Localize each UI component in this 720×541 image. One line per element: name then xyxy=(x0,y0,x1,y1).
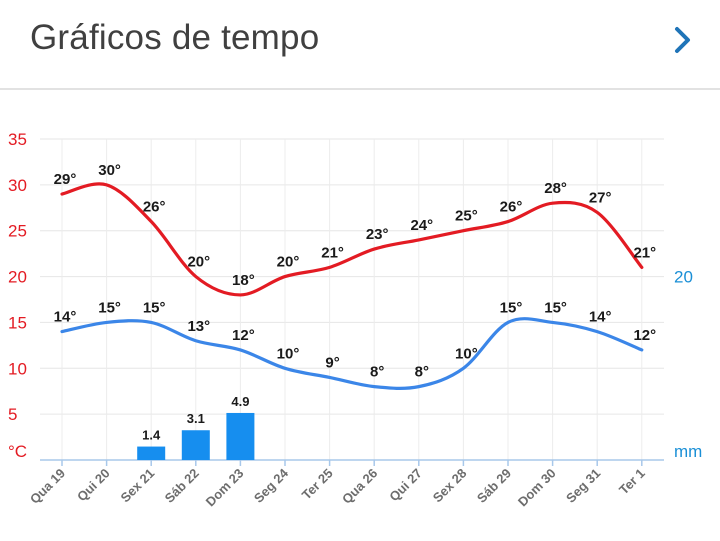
min-temp-label: 14° xyxy=(54,309,77,326)
max-temp-label: 18° xyxy=(232,272,255,289)
max-temp-label: 20° xyxy=(277,254,300,271)
day-label: Qua 19 xyxy=(27,466,68,507)
min-temp-label: 10° xyxy=(455,345,478,362)
precip-label: 1.4 xyxy=(142,428,161,443)
min-temp-label: 15° xyxy=(143,299,166,316)
day-label: Qui 27 xyxy=(386,466,425,505)
y-left-tick: 25 xyxy=(8,222,27,241)
page-title: Gráficos de tempo xyxy=(30,18,320,57)
day-label: Sáb 22 xyxy=(162,466,202,506)
weather-chart: 35 30 25 20 15 10 5 °C 20 mm 1.4 3.1 4.9 29° 30° 26° 2… xyxy=(8,130,702,510)
max-temp-label: 25° xyxy=(455,208,478,225)
y-left-unit: °C xyxy=(8,442,27,461)
precip-bar xyxy=(181,430,210,460)
max-temp-label: 21° xyxy=(321,244,344,261)
max-temp-label: 29° xyxy=(54,171,77,188)
min-temp-label: 9° xyxy=(325,354,339,371)
max-temp-label: 21° xyxy=(633,244,656,261)
chevron-right-icon[interactable] xyxy=(668,24,698,56)
day-label: Sex 21 xyxy=(118,466,158,506)
precip-bar xyxy=(226,412,255,460)
min-temp-label: 8° xyxy=(415,364,429,381)
max-temp-label: 24° xyxy=(410,217,433,234)
y-left-tick: 15 xyxy=(8,313,27,332)
min-temp-label: 14° xyxy=(589,309,612,326)
max-temp-label: 30° xyxy=(98,162,121,179)
day-label: Dom 23 xyxy=(203,466,247,510)
day-label: Seg 24 xyxy=(251,465,292,506)
y-left-tick: 5 xyxy=(8,405,17,424)
min-temp-label: 13° xyxy=(187,318,210,335)
max-temp-label: 26° xyxy=(500,199,523,216)
y-right-tick: 20 xyxy=(674,268,693,287)
y-right-unit: mm xyxy=(674,442,702,461)
min-temp-label: 8° xyxy=(370,364,384,381)
day-label: Ter 1 xyxy=(616,466,648,498)
precip-bar xyxy=(137,446,166,460)
day-label: Dom 30 xyxy=(515,466,559,510)
day-label: Qua 26 xyxy=(339,466,380,507)
day-label: Sáb 29 xyxy=(474,466,514,506)
min-temp-label: 15° xyxy=(98,299,121,316)
max-temp-line xyxy=(60,182,644,297)
max-temp-label: 27° xyxy=(589,189,612,206)
day-label: Ter 25 xyxy=(299,466,336,503)
min-temp-label: 10° xyxy=(277,345,300,362)
day-label: Seg 31 xyxy=(563,466,603,506)
precip-label: 4.9 xyxy=(231,394,249,409)
y-left-tick: 20 xyxy=(8,268,27,287)
min-temp-label: 12° xyxy=(633,327,656,344)
header: Gráficos de tempo xyxy=(0,0,720,90)
max-temp-label: 20° xyxy=(187,254,210,271)
min-temp-line xyxy=(60,317,644,390)
y-left-tick: 10 xyxy=(8,359,27,378)
y-left-tick: 35 xyxy=(8,130,27,149)
min-temp-label: 12° xyxy=(232,327,255,344)
y-left-tick: 30 xyxy=(8,176,27,195)
day-label: Sex 28 xyxy=(430,466,470,506)
max-temp-label: 26° xyxy=(143,199,166,216)
day-label: Qui 20 xyxy=(74,466,113,505)
max-temp-label: 28° xyxy=(544,180,567,197)
min-temp-label: 15° xyxy=(500,299,523,316)
min-temp-label: 15° xyxy=(544,299,567,316)
precip-label: 3.1 xyxy=(187,411,205,426)
max-temp-label: 23° xyxy=(366,226,389,243)
